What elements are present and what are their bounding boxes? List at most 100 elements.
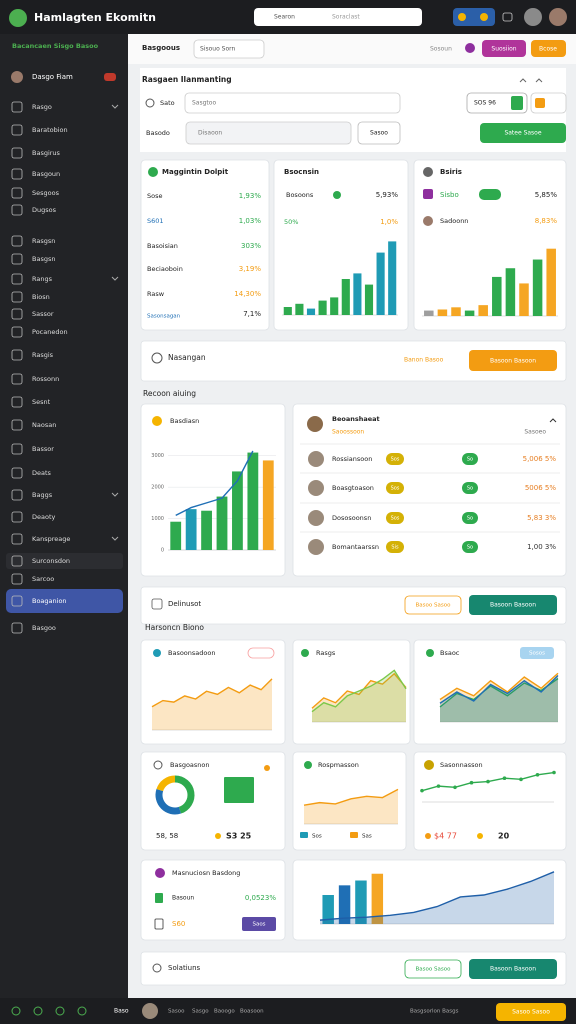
- nav-item[interactable]: Baggs: [32, 491, 53, 499]
- donut-slice: [156, 775, 176, 792]
- nav-item[interactable]: Basgsn: [32, 255, 55, 263]
- nav-icon: [11, 187, 23, 199]
- label[interactable]: Sasgo: [192, 1009, 209, 1015]
- label[interactable]: Banon Basoo: [404, 357, 444, 364]
- tab[interactable]: Basgoous: [142, 44, 180, 52]
- bar: [247, 452, 259, 550]
- button[interactable]: [469, 350, 557, 371]
- nav-item[interactable]: Basgoo: [32, 624, 56, 632]
- label: 1,00 3%: [527, 543, 556, 551]
- button[interactable]: [404, 959, 462, 979]
- button[interactable]: [469, 595, 557, 615]
- nav-item[interactable]: Rasgsn: [32, 237, 55, 245]
- card-title: Rospmasson: [318, 761, 359, 769]
- nav-item[interactable]: Naosan: [32, 421, 56, 429]
- button[interactable]: [482, 40, 526, 57]
- y-tick-label: 0: [161, 548, 164, 554]
- line: [311, 669, 407, 713]
- button[interactable]: [531, 40, 566, 57]
- nav-icon: [11, 595, 23, 607]
- label: Sasonsagan: [147, 314, 181, 320]
- nav-item[interactable]: Surconsdon: [32, 557, 70, 565]
- nav-item[interactable]: Baratobion: [32, 126, 68, 134]
- label: So: [467, 457, 473, 463]
- label[interactable]: Boasoon: [240, 1009, 264, 1015]
- label[interactable]: Sosoun: [430, 46, 452, 53]
- label: 1,0%: [380, 218, 398, 226]
- input[interactable]: [184, 92, 401, 114]
- button[interactable]: [242, 917, 276, 931]
- active-item: [6, 589, 123, 613]
- label: Basgsorlon Basgs: [410, 1009, 459, 1015]
- nav-item[interactable]: Sarcoo: [32, 575, 54, 583]
- nav-item[interactable]: Rasgis: [32, 351, 54, 359]
- select[interactable]: [357, 121, 401, 145]
- nav-item[interactable]: Dugsos: [32, 206, 57, 214]
- card: [140, 639, 286, 745]
- button[interactable]: [404, 595, 462, 615]
- bar: [478, 305, 488, 316]
- search-box[interactable]: [254, 8, 422, 26]
- hover-item: [6, 553, 123, 569]
- label: So: [467, 516, 473, 522]
- card: [413, 639, 567, 745]
- label: 5,83 3%: [527, 514, 556, 522]
- nav-item[interactable]: Sesnt: [32, 398, 51, 406]
- nav-item[interactable]: Deaoty: [32, 513, 56, 521]
- nav-item[interactable]: Boaganion: [32, 597, 67, 605]
- label: Beciaoboin: [147, 265, 183, 273]
- avatar: [549, 8, 567, 26]
- toggle[interactable]: [453, 8, 495, 26]
- nav-item[interactable]: Sesgoos: [32, 189, 60, 197]
- label: 58, 58: [156, 832, 178, 840]
- nav-item[interactable]: Pocanedon: [32, 328, 68, 336]
- nav-item[interactable]: Deats: [32, 469, 52, 477]
- y-tick-label: 3000: [151, 453, 164, 459]
- line: [151, 678, 273, 708]
- label: 5,006 5%: [523, 455, 557, 463]
- card-title: Bsaoc: [440, 649, 460, 657]
- nav-item[interactable]: Rasgo: [32, 103, 52, 111]
- icon: [423, 216, 433, 226]
- avatar: [308, 451, 324, 467]
- chevron: [111, 492, 119, 497]
- nav-item[interactable]: Basgoun: [32, 170, 60, 178]
- label: Basoun: [172, 895, 194, 902]
- legend-swatch: [350, 832, 358, 838]
- label: Basoo Sasoo: [416, 967, 452, 973]
- nav-item[interactable]: Rangs: [32, 275, 53, 283]
- input[interactable]: [185, 121, 352, 145]
- label: Bomantaarssn: [332, 543, 379, 551]
- button[interactable]: [496, 1003, 566, 1021]
- avatar: [142, 1003, 158, 1019]
- label[interactable]: Sasoo: [168, 1009, 185, 1015]
- line: [311, 672, 407, 709]
- icon: [155, 893, 163, 903]
- nav-item[interactable]: Basgirus: [32, 149, 61, 157]
- nav-item[interactable]: Rossonn: [32, 375, 59, 383]
- nav-item[interactable]: Sassor: [32, 310, 54, 318]
- bar: [322, 895, 334, 924]
- bar: [262, 460, 274, 550]
- section-title: Harsoncn Biono: [145, 623, 204, 632]
- area: [312, 673, 406, 722]
- card-title: Basdiasn: [170, 417, 199, 425]
- icon: [11, 1006, 21, 1016]
- icon: [152, 963, 162, 973]
- label: S3 25: [226, 832, 252, 841]
- nav-icon: [11, 533, 23, 545]
- icon: [264, 765, 270, 771]
- nav-item[interactable]: Biosn: [32, 293, 50, 301]
- line: [439, 674, 559, 704]
- button[interactable]: [480, 123, 566, 143]
- button[interactable]: [469, 959, 557, 979]
- nav-icon: [11, 511, 23, 523]
- label[interactable]: Baoogo: [214, 1009, 235, 1015]
- tab[interactable]: Sisouo Sorn: [200, 46, 235, 53]
- nav-item[interactable]: Bassor: [32, 445, 54, 453]
- bar: [451, 307, 461, 316]
- nav-item[interactable]: Kanspreage: [32, 535, 70, 543]
- icon: [511, 96, 523, 110]
